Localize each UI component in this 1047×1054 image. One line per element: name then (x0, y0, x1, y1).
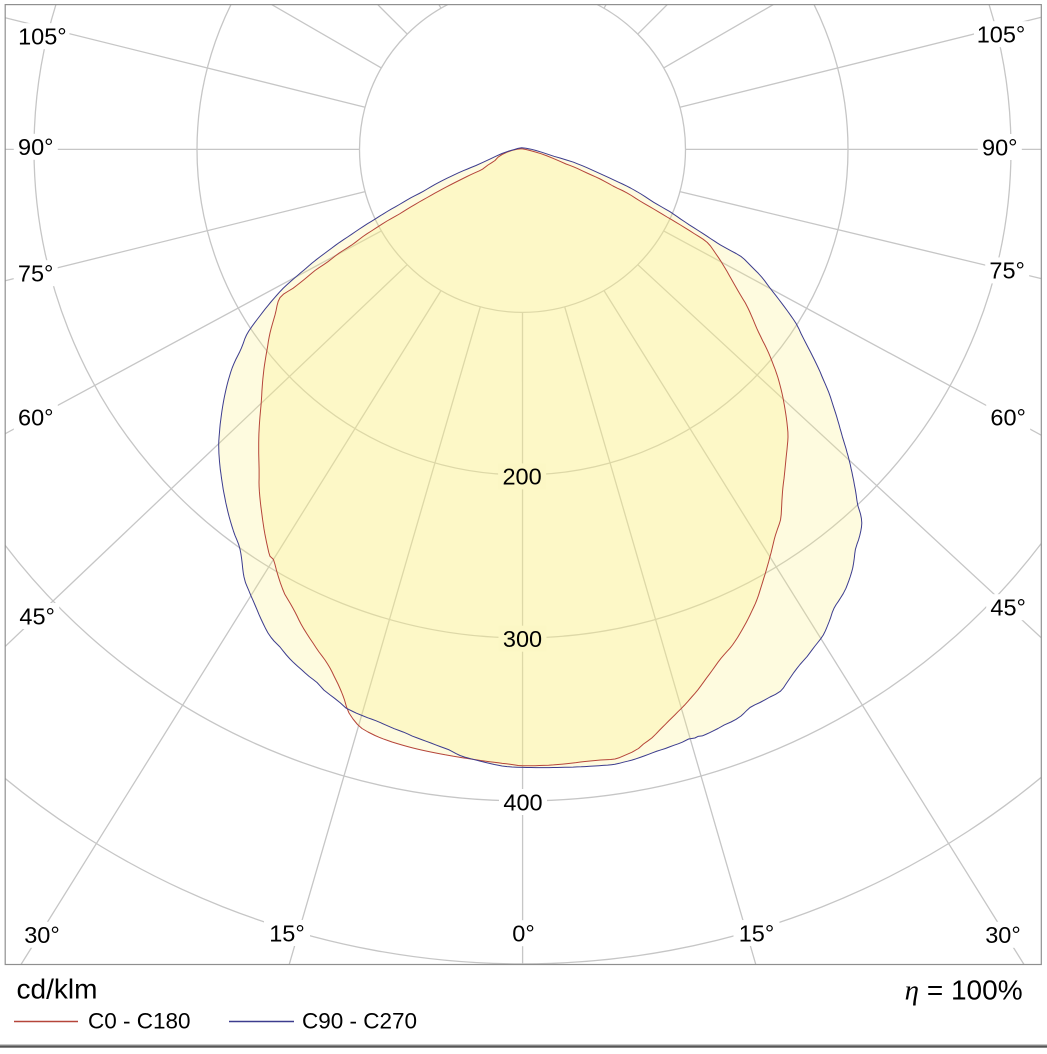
svg-text:15°: 15° (269, 920, 305, 946)
svg-text:400: 400 (503, 789, 542, 815)
svg-text:30°: 30° (985, 922, 1021, 948)
svg-text:60°: 60° (990, 405, 1026, 431)
svg-text:cd/klm: cd/klm (17, 974, 98, 1005)
svg-text:90°: 90° (18, 134, 54, 160)
svg-text:90°: 90° (982, 134, 1018, 160)
svg-text:75°: 75° (989, 258, 1025, 284)
svg-text:105°: 105° (18, 24, 67, 50)
svg-text:200: 200 (502, 464, 541, 490)
svg-text:0°: 0° (512, 921, 534, 947)
svg-text:75°: 75° (18, 261, 54, 287)
svg-text:45°: 45° (990, 595, 1026, 621)
svg-text:300: 300 (503, 626, 542, 652)
svg-text:C0 - C180: C0 - C180 (88, 1009, 191, 1034)
svg-text:45°: 45° (19, 603, 55, 629)
svg-text:30°: 30° (24, 922, 60, 948)
svg-text:105°: 105° (977, 22, 1026, 48)
svg-text:60°: 60° (18, 405, 54, 431)
svg-text:C90 - C270: C90 - C270 (302, 1009, 417, 1034)
svg-text:15°: 15° (739, 920, 775, 946)
svg-text:η = 100%: η = 100% (905, 975, 1023, 1007)
